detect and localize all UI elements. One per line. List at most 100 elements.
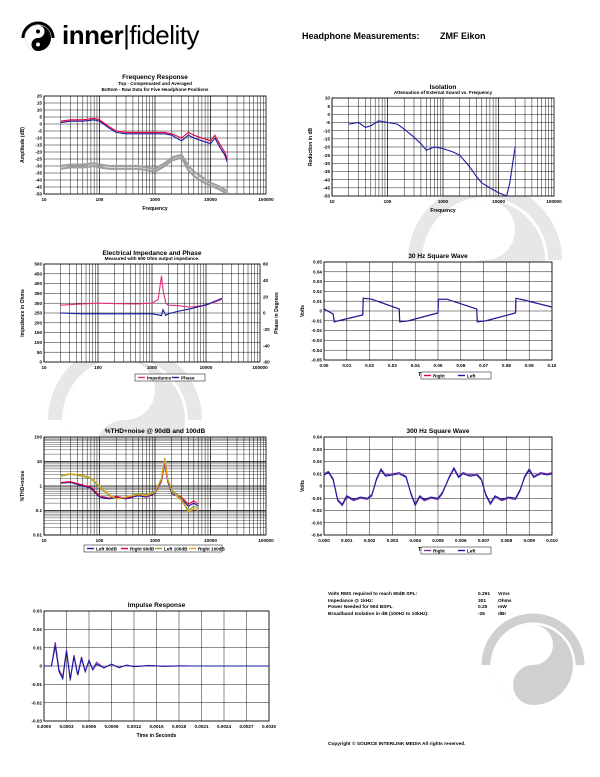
- x-tick-label: 10000: [204, 538, 217, 543]
- x-tick-label: 10000: [200, 365, 213, 370]
- y-tick-label: -0.01: [312, 318, 323, 323]
- y-tick-label: 450: [34, 271, 42, 276]
- series-line-red: [60, 117, 228, 160]
- chart-subtitle: Measured with 600 Ohm output impedance.: [105, 256, 200, 261]
- y-tick-label: 0.03: [313, 279, 322, 284]
- y-tick-label: 350: [34, 291, 42, 296]
- x-tick-label: 0.0021: [194, 724, 208, 729]
- y-tick-label: -0.05: [312, 358, 323, 363]
- y-tick-label: -50: [35, 192, 42, 197]
- spec-row: Impedance @ 1kHz: 301 Ohms: [328, 598, 512, 604]
- y-tick-label: 0: [39, 360, 42, 365]
- y2-tick-label: 60: [263, 262, 269, 267]
- y-tick-label: 5: [327, 104, 330, 109]
- series-line-gray: [60, 156, 228, 194]
- series-line-right-100db: [60, 459, 199, 513]
- y-tick-label: 0.02: [313, 289, 322, 294]
- series-line-left-100db: [60, 457, 199, 512]
- model-name: ZMF Eikon: [440, 31, 486, 41]
- y-tick-label: 0.03: [33, 609, 42, 614]
- y-tick-label: -0.04: [312, 348, 323, 353]
- y-tick-label: -0.02: [32, 700, 43, 705]
- legend-label: Left: [467, 548, 476, 553]
- chart-svg: 300 Hz Square Wave 0.000 0.001 0.002 0.003 0.…: [300, 428, 558, 555]
- y-tick-label: -0.03: [32, 719, 43, 724]
- x-tick-label: 0.0003: [59, 724, 73, 729]
- y-tick-label: 0.1: [36, 508, 43, 513]
- y-tick-label: -0.02: [312, 328, 323, 333]
- y-tick-label: 500: [34, 262, 42, 267]
- y-tick-label: -0.03: [312, 520, 323, 525]
- y2-tick-label: -40: [263, 343, 270, 348]
- y-tick-label: 20: [37, 94, 43, 99]
- series-line-blue: [44, 645, 269, 681]
- x-tick-label: 0.02: [365, 363, 374, 368]
- y-tick-label: 0.01: [313, 471, 322, 476]
- series-line-left: [324, 467, 552, 506]
- x-tick-label: 0.000: [318, 538, 330, 543]
- innerfidelity-logo-icon: [21, 21, 55, 51]
- chart-title: %THD+noise @ 90dB and 100dB: [105, 428, 206, 435]
- y-tick-label: -5: [38, 129, 43, 134]
- thd-noise-chart: %THD+noise @ 90dB and 100dB 10 100 1000 1000…: [12, 421, 292, 571]
- watermark-icon: [481, 613, 585, 705]
- legend-box: [83, 544, 223, 553]
- y-tick-label: 250: [34, 311, 42, 316]
- series-line-right: [324, 466, 552, 507]
- spec-row: Broadband Isolation in dB (100Hz to 10kH…: [328, 611, 507, 617]
- chart-title: Frequency Response: [122, 74, 188, 81]
- legend-box: [134, 373, 206, 382]
- y-axis-label: Volts: [300, 305, 306, 317]
- y2-tick-label: -20: [263, 327, 270, 332]
- x-tick-label: 0.007: [478, 538, 490, 543]
- y-tick-label: 0.01: [33, 645, 42, 650]
- y-tick-label: 0: [319, 309, 322, 314]
- x-tick-label: 0.00: [320, 363, 329, 368]
- x-tick-label: 1000: [150, 538, 161, 543]
- x-tick-label: 0.0024: [217, 724, 231, 729]
- x-tick-label: 0.0015: [149, 724, 163, 729]
- x-tick-label: 0.0030: [262, 724, 276, 729]
- series-line-phase: [60, 297, 223, 317]
- series-line-impedance: [60, 275, 223, 308]
- square-wave-30hz-chart: 30 Hz Square Wave 0.00 0.01 0.02 0.03 0.04 0.0…: [300, 250, 580, 395]
- x-tick-label: 100000: [258, 197, 274, 202]
- x-tick-label: 100000: [252, 365, 268, 370]
- y-tick-label: -10: [323, 128, 330, 133]
- legend-box: [420, 546, 492, 555]
- x-tick-label: 10: [329, 199, 335, 204]
- y-tick-label: 0.01: [313, 299, 322, 304]
- y-tick-label: 200: [34, 320, 42, 325]
- legend-label: Right: [433, 373, 445, 378]
- y-tick-label: -45: [323, 185, 330, 190]
- x-axis-label: Time in Seconds: [137, 733, 177, 739]
- legend-label: Phase: [181, 375, 195, 380]
- y-tick-label: 0.02: [33, 627, 42, 632]
- x-tick-label: 100: [384, 199, 392, 204]
- y-tick-label: 0: [39, 664, 42, 669]
- x-tick-label: 0.0009: [104, 724, 118, 729]
- x-tick-label: 100: [96, 538, 104, 543]
- frequency-response-chart: Frequency Response Top - Compensated and …: [12, 68, 292, 218]
- y-tick-label: -45: [35, 185, 42, 190]
- y-tick-label: -35: [323, 169, 330, 174]
- y-tick-label: 150: [34, 330, 42, 335]
- x-tick-label: 0.0027: [239, 724, 253, 729]
- y-tick-label: 5: [39, 115, 42, 120]
- chart-subtitle: Top - Compensated and Averaged: [118, 81, 192, 86]
- y-axis-label: Volts: [300, 480, 306, 492]
- x-tick-label: 1000: [150, 197, 161, 202]
- x-tick-label: 0.06: [456, 363, 465, 368]
- legend-label: Left 100dB: [164, 546, 188, 551]
- impulse-response-chart: Impulse Response 0.0000 0.0003 0.0006 0.0009…: [12, 597, 292, 747]
- x-tick-label: 0.01: [342, 363, 351, 368]
- y2-tick-label: -60: [263, 360, 270, 365]
- y-tick-label: -40: [323, 177, 330, 182]
- x-axis-label: Frequency: [142, 206, 168, 212]
- square-wave-300hz-chart: 300 Hz Square Wave 0.000 0.001 0.002 0.003 0.…: [300, 421, 580, 566]
- y-tick-label: -25: [35, 157, 42, 162]
- y-tick-label: -50: [323, 194, 330, 199]
- x-tick-label: 10000: [204, 197, 217, 202]
- chart-title: Electrical Impedance and Phase: [103, 250, 202, 257]
